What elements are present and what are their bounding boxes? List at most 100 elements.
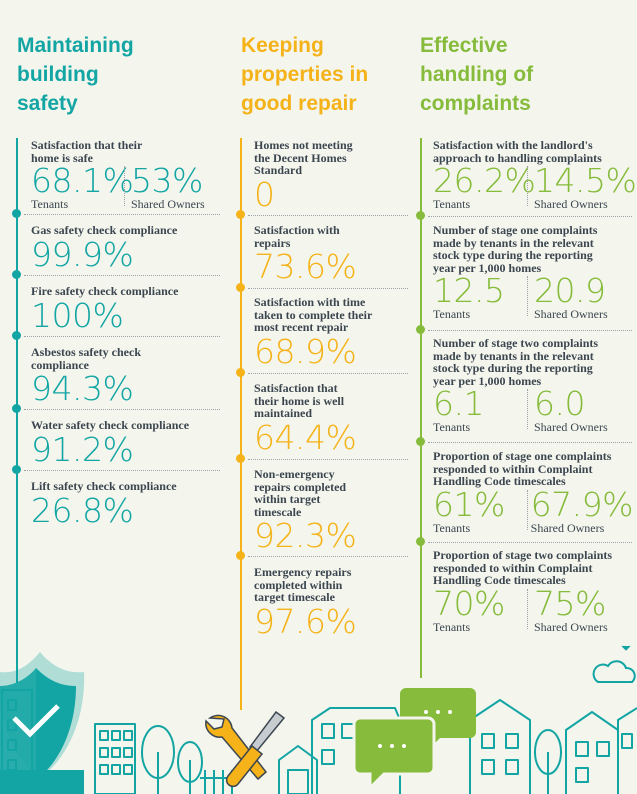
owners-value: 6.0 [534,384,585,423]
metric-label: Lift safety check compliance [31,479,177,493]
tree-icon [141,725,175,794]
timeline-line [240,138,242,710]
tenants-label: Tenants [433,619,471,634]
metric-value: 100% [31,295,124,335]
metric-satisfaction-safe: Satisfaction that their home is safe 68.… [31,139,226,210]
owners-label: Shared Owners [131,197,205,211]
timeline-dot [12,270,21,279]
divider [248,373,408,374]
timeline-dot [12,404,21,413]
divider [24,336,220,337]
metric-label: Homes not meeting the Decent Homes Stand… [254,138,353,177]
metric-value: 92.3% [254,516,357,555]
metric-label: Water safety check compliance [31,418,190,432]
metric-label: Proportion of stage two complaints respo… [433,548,613,587]
house-icon [469,699,531,794]
pair-divider [527,389,528,429]
divider [428,330,632,331]
tenants-label: Tenants [433,420,471,434]
metric-label: Gas safety check compliance [31,223,178,237]
column-title-repair: Keeping properties in good repair [241,34,369,115]
metric-label: Proportion of stage one complaints respo… [433,449,612,488]
metric-asbestos-safety: Asbestos safety check compliance 94.3% [31,346,226,407]
screwdriver-icon [225,710,286,788]
timeline-dot [416,211,425,220]
tenants-value: 61% [433,484,505,524]
timeline-dot [416,437,425,446]
timeline-dot [12,209,21,218]
divider [24,275,220,276]
metric-value: 97.6% [254,601,357,641]
metric-satisfaction-maintained: Satisfaction that their home is well mai… [254,382,414,456]
timeline-line [420,138,422,678]
metric-lift-safety: Lift safety check compliance 26.8% [31,480,226,529]
metric-label: Satisfaction that their home is safe [31,138,143,165]
metric-emergency: Emergency repairs completed within targe… [254,566,414,640]
timeline-dot [12,465,21,474]
divider [248,459,408,460]
column-title-safety: Maintaining building safety [17,34,134,115]
owners-label: Shared Owners [534,307,608,321]
divider [428,442,632,443]
house-icon [617,707,637,794]
tenants-label: Tenants [433,520,471,535]
owners-value: 75% [534,583,606,623]
column-title-complaints: Effective handling of complaints [420,34,534,115]
house-icon [94,723,136,794]
metric-proportion-stage-one: Proportion of stage one complaints respo… [433,449,634,535]
metric-value: 73.6% [254,247,357,286]
metric-value: 68.9% [254,331,357,371]
metric-proportion-stage-two: Proportion of stage two complaints respo… [433,549,633,633]
timeline-dot [416,325,425,334]
pair-divider [527,276,528,316]
tree-icon [534,729,562,794]
metric-label: Asbestos safety check compliance [31,345,141,372]
metric-value: 94.3% [31,369,134,408]
tenants-label: Tenants [31,197,69,211]
metric-satisfaction-time: Satisfaction with time taken to complete… [254,296,414,370]
metric-gas-safety: Gas safety check compliance 99.9% [31,224,226,273]
metric-label: Number of stage one complaints made by t… [433,223,598,275]
tenants-value: 6.1 [433,384,484,423]
timeline-dot [236,368,245,377]
tenants-label: Tenants [433,197,471,211]
cloud-icon [592,660,636,683]
pair-divider [527,166,528,206]
metric-value: 99.9% [31,234,134,274]
metric-satisfaction-handling: Satisfaction with the landlord's approac… [433,139,637,211]
metric-label: Satisfaction that their home is well mai… [254,381,345,420]
timeline-dot [236,283,245,292]
owners-value: 20.9 [534,271,606,310]
cloud-icon [621,645,631,651]
divider [24,470,220,471]
metric-value: 0 [254,174,275,214]
divider [24,214,220,215]
divider [24,409,220,410]
tenants-value: 68.1% [31,161,134,200]
tenants-value: 12.5 [433,271,505,310]
metric-stage-one: Number of stage one complaints made by t… [433,224,633,320]
house-icon [565,711,619,794]
divider [248,556,408,557]
timeline-dot [236,210,245,219]
tenants-value: 26.2% [433,161,536,200]
metric-value: 64.4% [254,417,357,457]
pair-divider [527,588,528,629]
owners-value: 53% [131,161,203,200]
metric-label: Satisfaction with time taken to complete… [254,295,373,334]
divider [248,288,408,289]
metric-value: 26.8% [31,490,134,530]
owners-label: Shared Owners [530,520,605,535]
metric-stage-two: Number of stage two complaints made by t… [433,337,633,433]
metric-label: Satisfaction with repairs [254,223,340,250]
metric-label: Fire safety check compliance [31,284,179,298]
metric-fire-safety: Fire safety check compliance 100% [31,285,226,334]
timeline-dot [416,537,425,546]
shield-icon [0,652,85,794]
tree-icon [177,741,203,794]
pair-divider [527,489,528,530]
pair-divider [124,166,125,206]
metric-label: Emergency repairs completed within targe… [254,565,352,604]
tenants-value: 70% [433,583,505,623]
